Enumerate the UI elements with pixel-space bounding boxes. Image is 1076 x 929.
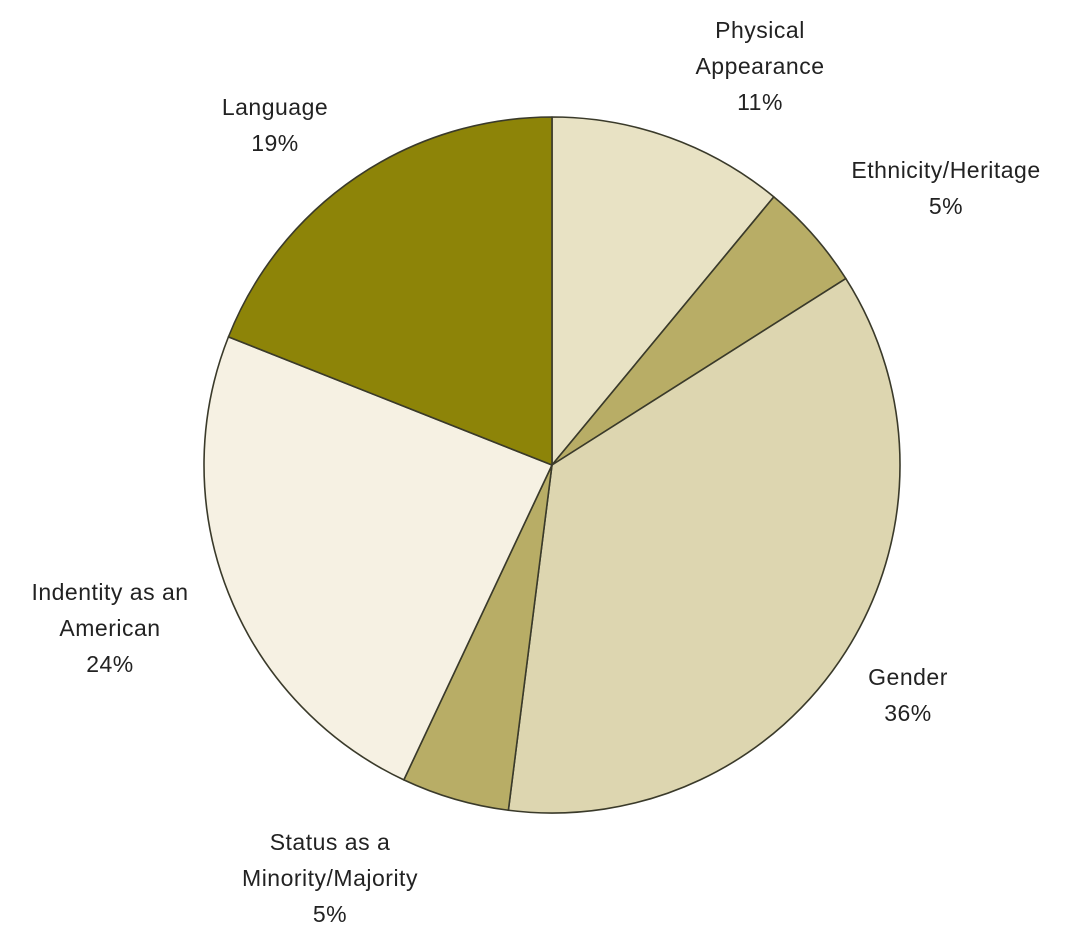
slice-label-5: Language 19% <box>222 94 328 156</box>
slice-value-label: 5% <box>929 193 963 219</box>
slice-label-0: Physical Appearance 11% <box>695 17 824 115</box>
slice-label-2: Gender 36% <box>868 664 948 726</box>
slice-label-3: Status as a Minority/Majority 5% <box>242 829 418 927</box>
slice-label-4: Indentity as an American 24% <box>31 579 188 677</box>
slice-category-label: Gender <box>868 664 948 690</box>
slice-value-label: 19% <box>251 130 299 156</box>
slice-label-1: Ethnicity/Heritage 5% <box>851 157 1040 219</box>
slice-value-label: 24% <box>86 651 134 677</box>
slice-category-label: Ethnicity/Heritage <box>851 157 1040 183</box>
slice-category-label: Status as a <box>270 829 391 855</box>
slice-category-label: Indentity as an <box>31 579 188 605</box>
pie-slices <box>204 117 900 813</box>
slice-category-label: American <box>59 615 160 641</box>
slice-value-label: 36% <box>884 700 932 726</box>
slice-category-label: Minority/Majority <box>242 865 418 891</box>
slice-value-label: 11% <box>737 89 783 115</box>
slice-value-label: 5% <box>313 901 347 927</box>
slice-category-label: Appearance <box>695 53 824 79</box>
slice-category-label: Physical <box>715 17 805 43</box>
slice-category-label: Language <box>222 94 328 120</box>
